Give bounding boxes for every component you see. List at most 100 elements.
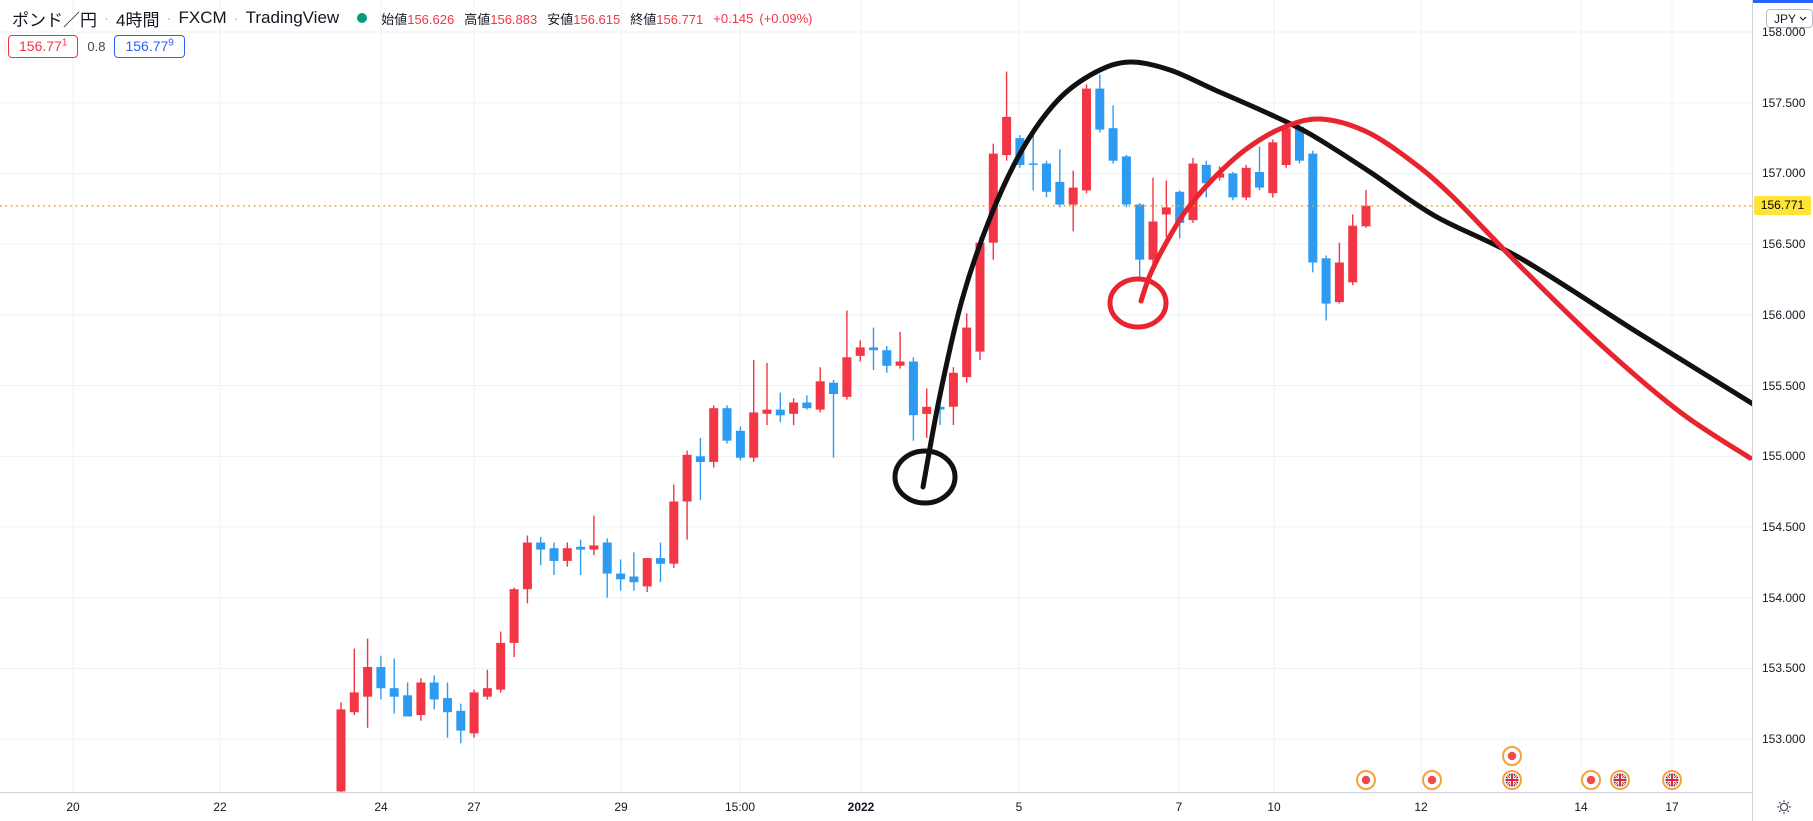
chart-header: ポンド／円 · 4時間 · FXCM · TradingView 始値156.6…	[12, 6, 819, 30]
economic-event-flag-japan[interactable]	[1422, 770, 1442, 790]
candlestick	[1268, 139, 1278, 198]
black-trend-curve[interactable]	[920, 59, 1756, 490]
price-axis-label: 153.500	[1762, 661, 1806, 676]
candlestick	[576, 539, 586, 576]
chevron-down-icon	[1799, 16, 1807, 21]
candlestick	[1082, 84, 1091, 194]
candlestick	[1281, 122, 1291, 168]
candlestick	[1348, 214, 1358, 286]
candlestick	[882, 346, 892, 373]
time-axis-label: 7	[1175, 800, 1183, 814]
price-axis-label: 153.000	[1762, 732, 1806, 747]
bid-price-pip: 1	[61, 37, 68, 49]
candlestick	[1201, 160, 1211, 198]
candlestick	[749, 360, 759, 462]
economic-event-flag-japan[interactable]	[1356, 770, 1376, 790]
candlestick	[709, 405, 719, 468]
economic-event-flag-uk[interactable]	[1611, 771, 1629, 789]
candlestick	[389, 658, 399, 714]
price-axis-label: 155.500	[1762, 378, 1806, 393]
time-axis-label: 10	[1267, 800, 1281, 814]
candlestick	[829, 379, 838, 458]
candlestick	[509, 587, 519, 658]
candlestick	[1188, 157, 1198, 223]
candlestick	[349, 648, 359, 716]
black-circle-annotation[interactable]	[892, 448, 958, 506]
spread-value: 0.8	[87, 39, 106, 54]
high-value: 156.883	[490, 11, 538, 27]
candlestick	[443, 682, 452, 738]
candlestick	[722, 405, 732, 444]
market-status-icon	[357, 13, 368, 23]
candlestick	[456, 703, 466, 744]
price-axis-label: 154.000	[1762, 590, 1806, 605]
currency-selector-button[interactable]: JPY	[1766, 9, 1813, 28]
time-axis-label: 15:00	[724, 800, 756, 814]
time-axis-label: 27	[467, 800, 481, 814]
candlestick	[669, 484, 679, 568]
time-axis[interactable]: 20 22 24 27 29 15:00 2022 5 7 10 12 14 17	[0, 792, 1813, 821]
open-value: 156.626	[407, 11, 455, 27]
candlestick	[948, 367, 958, 426]
candlestick	[735, 426, 745, 461]
candlestick	[1255, 146, 1264, 191]
economic-event-flag-uk[interactable]	[1663, 771, 1681, 789]
separator: ·	[104, 9, 109, 27]
gear-spokes	[1776, 799, 1791, 814]
ask-price-box[interactable]: 156.779	[114, 35, 185, 58]
time-axis-label: 12	[1414, 800, 1428, 814]
low-value: 156.615	[573, 11, 621, 27]
interval-label[interactable]: 4時間	[116, 10, 160, 30]
ask-price: 156.77	[125, 38, 169, 54]
candlestick	[789, 398, 799, 426]
candlestick	[363, 638, 373, 728]
candlestick	[815, 367, 825, 413]
quote-row: 156.771 0.8 156.779	[8, 35, 185, 58]
candlestick	[762, 362, 772, 426]
bid-price-box[interactable]: 156.771	[8, 35, 79, 58]
red-trend-curve[interactable]	[1138, 116, 1753, 461]
candlestick	[1148, 177, 1158, 267]
candlestick	[1121, 155, 1131, 208]
axis-corner	[1752, 792, 1813, 821]
price-axis-label: 155.000	[1762, 449, 1806, 464]
red-circle-annotation[interactable]	[1107, 276, 1169, 330]
candlestick	[1135, 203, 1145, 277]
candlestick	[1228, 172, 1238, 201]
candlestick	[642, 558, 652, 592]
time-axis-label: 29	[614, 800, 628, 814]
candlestick	[403, 682, 413, 717]
time-axis-label: 17	[1665, 800, 1679, 814]
candlestick	[1042, 160, 1051, 198]
price-axis[interactable]: JPY 158.000 157.500 157.000 156.500 156.000 1…	[1752, 0, 1813, 792]
economic-event-flag-uk[interactable]	[1503, 771, 1521, 789]
candlestick	[962, 313, 972, 383]
candlestick	[549, 542, 559, 576]
candlestick	[1055, 149, 1065, 208]
symbol-name[interactable]: ポンド／円	[12, 10, 97, 30]
economic-event-flag-japan[interactable]	[1502, 746, 1522, 766]
candlestick	[922, 388, 932, 438]
time-axis-label: 24	[374, 800, 388, 814]
candlestick	[975, 237, 985, 361]
price-axis-label: 157.000	[1762, 166, 1806, 181]
bid-price: 156.77	[19, 38, 62, 54]
platform-link[interactable]: TradingView	[245, 8, 340, 27]
time-axis-label: 14	[1574, 800, 1588, 814]
candlestick	[1095, 74, 1105, 133]
candlestick	[1175, 190, 1185, 239]
exchange-name: FXCM	[178, 8, 227, 27]
candlestick	[1068, 170, 1078, 232]
candlestick	[1321, 255, 1331, 321]
candlestick	[1161, 180, 1171, 238]
candlestick	[429, 675, 439, 710]
candlestick	[682, 450, 692, 540]
candlestick	[602, 538, 612, 598]
economic-event-flag-japan[interactable]	[1581, 770, 1601, 790]
settings-icon[interactable]	[1776, 799, 1792, 815]
candlestick	[416, 678, 426, 721]
candlestick	[695, 437, 705, 501]
candlestick	[482, 669, 492, 700]
